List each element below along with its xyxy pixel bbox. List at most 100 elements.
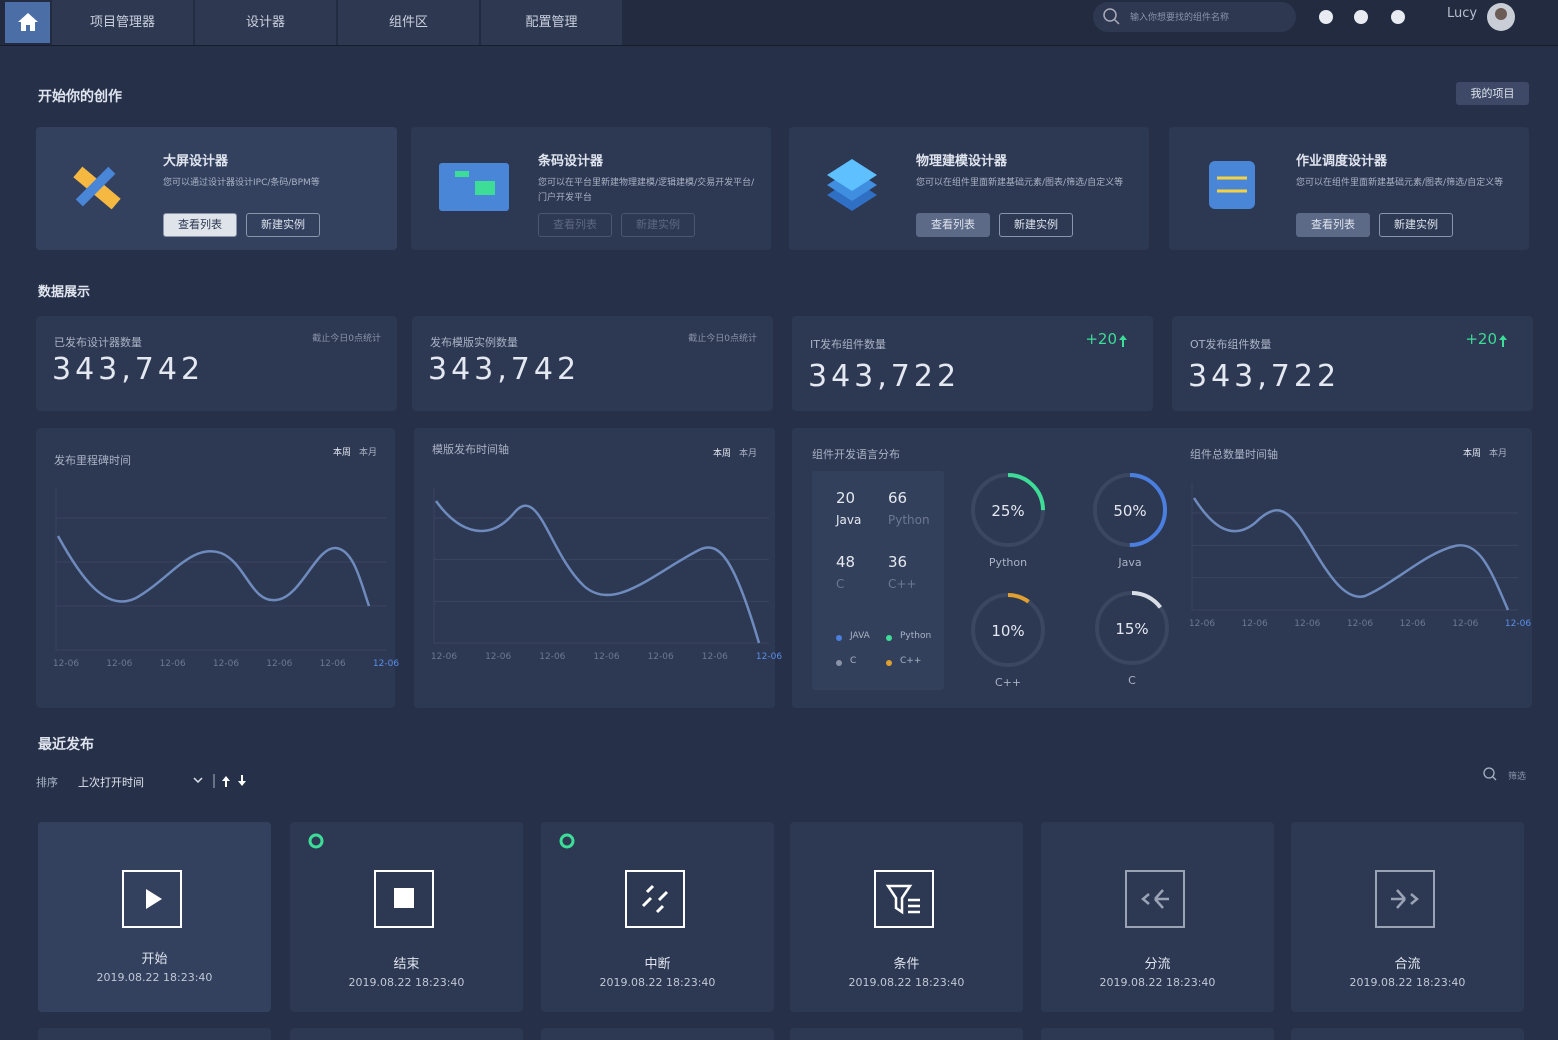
designer-button[interactable]: 查看列表 [1296,213,1370,237]
designer-button[interactable]: 新建实例 [246,213,320,237]
graphic [122,870,182,928]
recent-item[interactable]: 中断 2019.08.22 18:23:40 [541,822,774,1012]
donut-arc [1093,473,1167,547]
item-name: 条件 [893,957,920,972]
designer-title: 条码设计器 [538,154,604,169]
designer-title: 物理建模设计器 [916,154,1008,169]
recent-item-next [541,1028,774,1040]
search-icon [1113,18,1120,25]
language-name: C++ [888,577,917,591]
status-dot [308,833,324,849]
recent-item[interactable]: 合流 2019.08.22 18:23:40 [1291,822,1524,1012]
graphic [1209,161,1255,209]
graphic [1487,3,1515,31]
x-tick-label: 12-06 [702,652,728,662]
designer-card: 作业调度设计器您可以在组件里面新建基础元素/图表/筛选/自定义等查看列表 新建实例 [1169,127,1529,250]
filter-icon [1483,767,1495,779]
delta-arrow [1119,335,1127,347]
designer-icon [475,181,495,195]
designer-button[interactable]: 新建实例 [1379,213,1453,237]
recent-item[interactable]: 条件 2019.08.22 18:23:40 [790,822,1023,1012]
item-time: 2019.08.22 18:23:40 [1099,976,1216,989]
graphic [374,870,434,928]
nav-tab[interactable]: 配置管理 [481,0,622,45]
designer-button[interactable]: 查看列表 [163,213,237,237]
stat-card: IT发布组件数量 343,722 +20 [792,316,1153,411]
recent-item[interactable]: 开始 2019.08.22 18:23:40 [38,822,271,1012]
x-tick-label: 12-06 [593,652,619,662]
stat-label: IT发布组件数量 [810,338,886,351]
recent-item[interactable]: 结束 2019.08.22 18:23:40 [290,822,523,1012]
curve [56,535,371,607]
item-icon [641,884,669,914]
my-projects-button[interactable]: 我的项目 [1456,82,1529,105]
language-name: Java [836,513,862,527]
chart-tab[interactable]: 本月 [358,448,377,458]
graphic [1354,10,1368,24]
graphic [886,660,892,666]
legend-dot [836,635,842,641]
legend-dot [886,660,892,666]
language-count: 48 [836,553,856,571]
search-box[interactable]: 输入你想要找的组件名称 [1093,2,1296,32]
legend-label: JAVA [850,631,870,641]
chart-card [36,428,395,708]
chart-title: 组件开发语言分布 [812,448,900,461]
sort-down [238,775,246,786]
item-icon [1391,889,1419,909]
legend-dot [836,660,842,666]
graphic [18,13,38,31]
graphic [1125,870,1185,928]
graphic [308,833,324,849]
designer-button[interactable]: 新建实例 [621,213,695,237]
designer-button[interactable]: 查看列表 [916,213,990,237]
designer-button[interactable]: 新建实例 [999,213,1073,237]
stat-label: 发布模版实例数量 [430,336,518,349]
graphic [836,660,842,666]
legend-label: C++ [900,656,922,666]
item-name: 中断 [644,957,671,972]
recent-item-next [290,1028,523,1040]
legend-label: C [850,656,857,666]
avatar [1495,8,1507,20]
graphic [1319,10,1333,24]
graphic [439,163,509,211]
designer-title: 作业调度设计器 [1296,154,1388,169]
stat-label: OT发布组件数量 [1190,338,1272,351]
chart-tab[interactable]: 本月 [738,449,757,459]
filter-button[interactable]: 筛选 [1508,772,1527,782]
search-icon [1103,8,1117,22]
designer-desc: 您可以在组件里面新建基础元素/图表/筛选/自定义等 [1296,178,1504,188]
nav-tab[interactable]: 组件区 [338,0,479,45]
stat-note: 截止今日0点统计 [688,334,757,344]
line-chart: 模版发布时间轴 本周 本月 12-06 12-06 12-06 12-06 12-06 12-0… [414,428,782,708]
chart-tab[interactable]: 本周 [1462,449,1481,459]
chart-tab[interactable]: 本周 [332,448,351,458]
designer-icon [75,166,116,207]
graphic [886,635,892,641]
recent-item[interactable]: 分流 2019.08.22 18:23:40 [1041,822,1274,1012]
user-name[interactable]: Lucy [1447,6,1478,21]
chart-tab[interactable]: 本月 [1488,449,1507,459]
stat-card: 已发布设计器数量 343,742 截止今日0点统计 [36,316,397,411]
nav-tab[interactable]: 设计器 [195,0,336,45]
item-name: 结束 [393,957,420,972]
home-button[interactable] [5,2,50,43]
line-chart: 发布里程碑时间 本周 本月 12-06 12-06 12-06 12-06 12-06 12-0… [36,428,399,708]
designer-card: 物理建模设计器 您可以在组件里面新建基础元素/图表/筛选/自定义等 查看列表 新建实例 [789,127,1149,250]
chart-tab[interactable]: 本周 [712,449,731,459]
donut-label: 10% [991,622,1024,640]
sort-up [222,776,230,787]
nav-tab[interactable]: 项目管理器 [52,0,193,45]
graphic [836,635,842,641]
language-box: 20 Java 66 Python 48 C 36 C++ JAVA Python C C++ [812,471,944,690]
chart-title: 组件总数量时间轴 [1190,448,1278,461]
designer-icon [1209,161,1255,209]
designer-button[interactable]: 查看列表 [538,213,612,237]
graphic: 10% [971,593,1045,667]
search-placeholder: 输入你想要找的组件名称 [1130,13,1230,23]
stat-value: 343,722 [808,359,961,394]
delta-arrow [1499,335,1507,347]
sort-select[interactable]: 上次打开时间 [78,776,144,789]
